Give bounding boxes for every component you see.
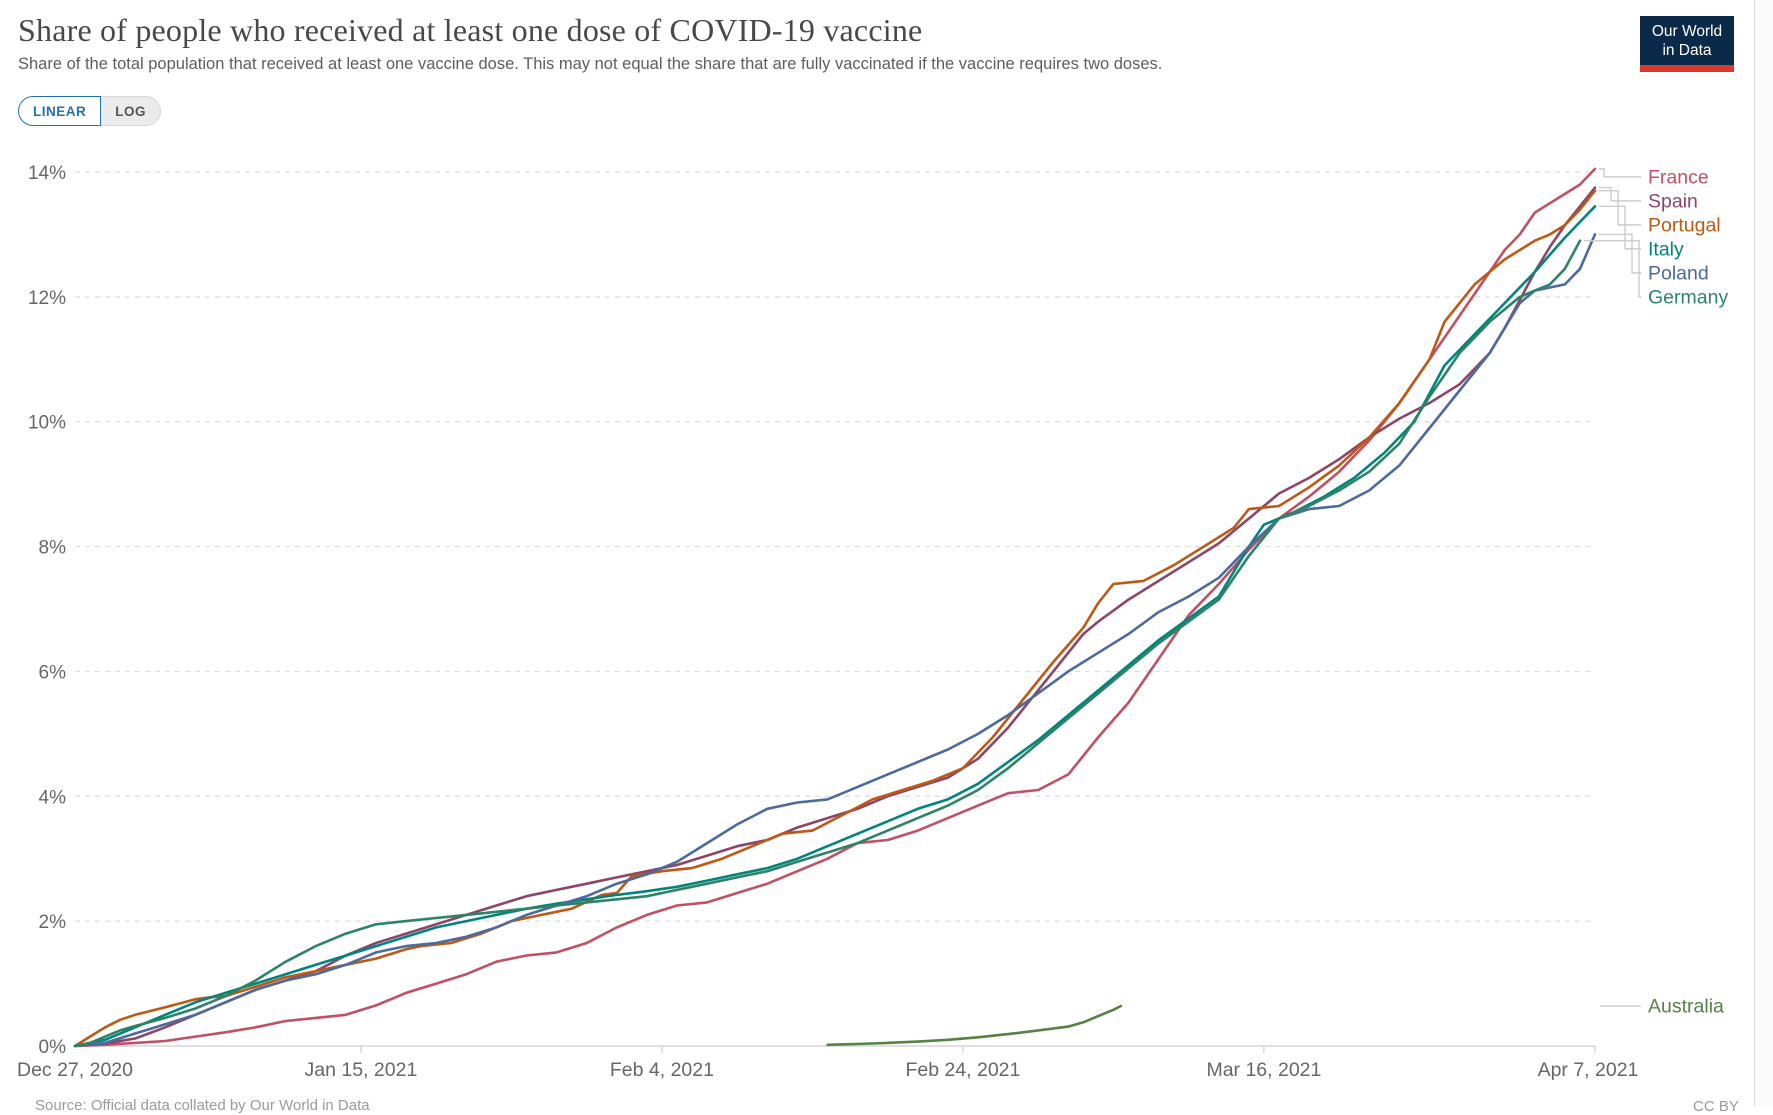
legend-label-poland[interactable]: Poland	[1648, 262, 1709, 284]
series-line-poland[interactable]	[73, 233, 1597, 1048]
chart-subtitle: Share of the total population that recei…	[18, 55, 1163, 73]
linear-scale-button[interactable]: LINEAR	[18, 96, 102, 126]
legend-connector-portugal	[1599, 190, 1641, 226]
x-tick-label: Jan 15, 2021	[305, 1059, 418, 1081]
owid-logo-red-bar	[1640, 65, 1734, 72]
scale-toggle: LINEAR LOG	[18, 96, 161, 126]
series-line-portugal[interactable]	[73, 189, 1597, 1048]
legend-label-australia[interactable]: Australia	[1648, 996, 1724, 1018]
legend-connector-italy	[1599, 205, 1641, 250]
y-tick-label: 0%	[39, 1037, 67, 1058]
page-edge-divider	[1754, 0, 1755, 1106]
legend-connector-france	[1599, 168, 1641, 178]
log-scale-button[interactable]: LOG	[101, 96, 161, 126]
series-line-australia[interactable]	[826, 1004, 1123, 1047]
legend-connector-poland	[1599, 233, 1641, 274]
owid-logo[interactable]: Our World in Data	[1640, 16, 1734, 72]
y-tick-label: 10%	[28, 413, 66, 434]
license-note: CC BY	[1693, 1098, 1739, 1115]
y-tick-label: 2%	[39, 912, 67, 933]
legend-label-portugal[interactable]: Portugal	[1648, 214, 1721, 236]
series-line-italy[interactable]	[73, 205, 1597, 1048]
y-tick-label: 6%	[39, 662, 67, 683]
x-tick-label: Feb 4, 2021	[610, 1059, 714, 1081]
legend-connector-germany	[1583, 239, 1641, 298]
owid-logo-line2: in Data	[1662, 42, 1712, 59]
series-line-germany[interactable]	[73, 239, 1582, 1048]
legend-label-spain[interactable]: Spain	[1648, 190, 1698, 212]
page-title: Share of people who received at least on…	[18, 12, 923, 48]
x-tick-label: Mar 16, 2021	[1206, 1059, 1321, 1081]
y-tick-label: 12%	[28, 288, 66, 309]
y-tick-label: 14%	[28, 163, 66, 184]
series-line-spain[interactable]	[73, 186, 1597, 1048]
page-edge-gutter	[1755, 0, 1773, 1106]
legend-connector-spain	[1599, 186, 1641, 202]
x-tick-label: Apr 7, 2021	[1538, 1059, 1639, 1081]
y-tick-label: 4%	[39, 787, 67, 808]
legend-label-germany[interactable]: Germany	[1648, 286, 1728, 308]
legend-label-italy[interactable]: Italy	[1648, 238, 1684, 260]
series-line-france[interactable]	[73, 167, 1597, 1048]
y-tick-label: 8%	[39, 538, 67, 559]
x-tick-label: Feb 24, 2021	[905, 1059, 1020, 1081]
owid-logo-line1: Our World	[1651, 23, 1723, 40]
x-tick-label: Dec 27, 2020	[17, 1059, 133, 1081]
legend-label-france[interactable]: France	[1648, 166, 1709, 188]
